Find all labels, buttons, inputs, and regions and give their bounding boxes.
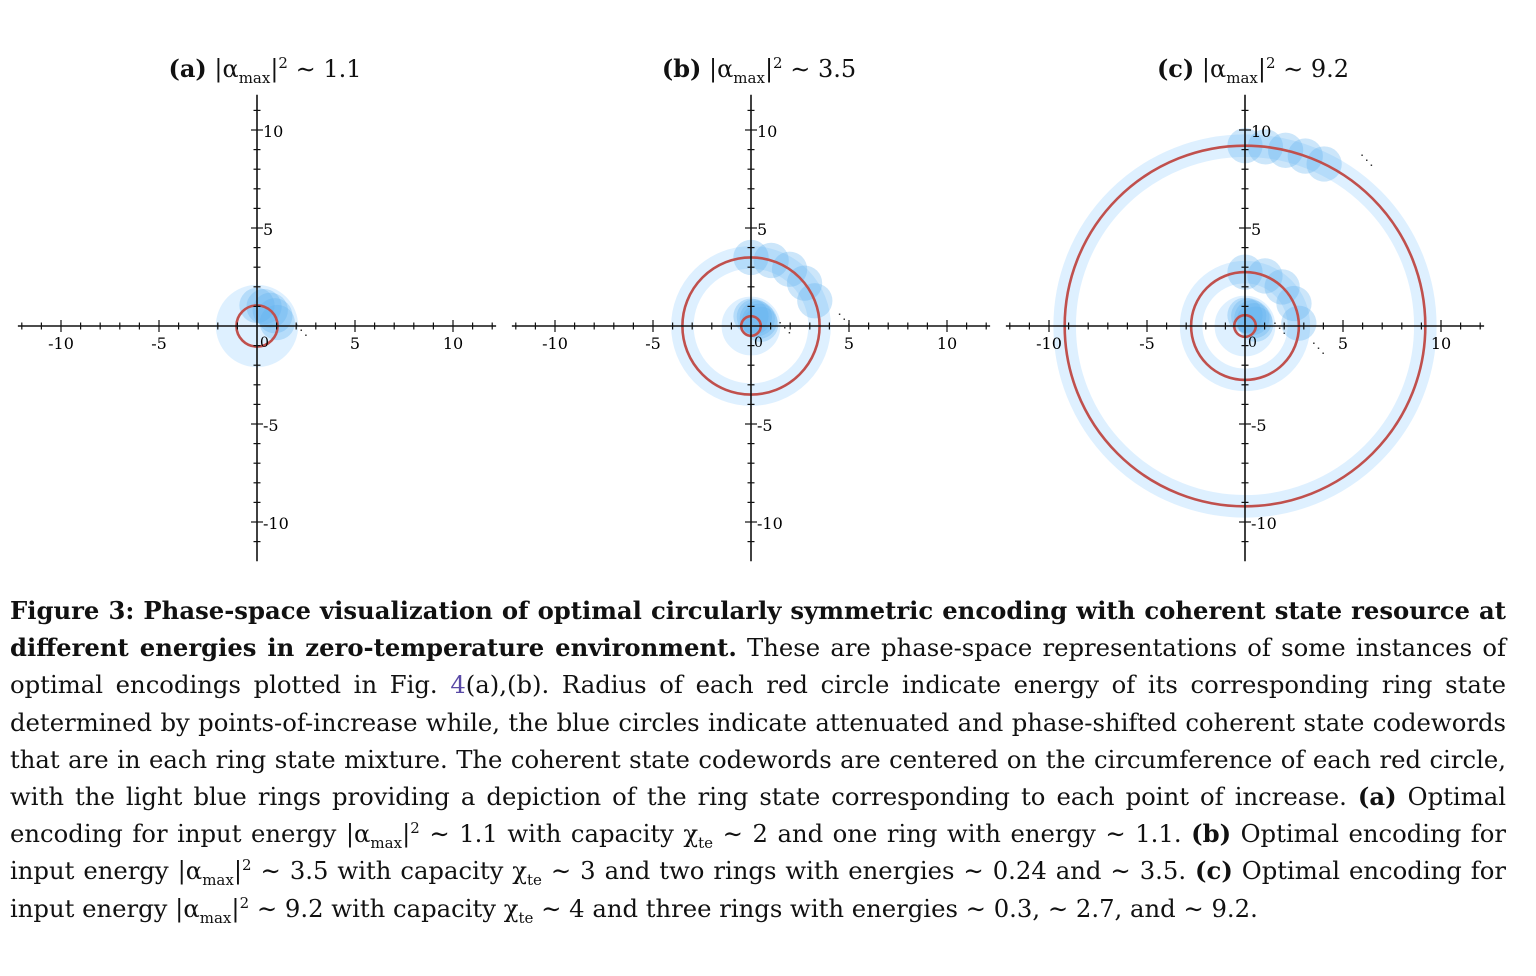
y-tick-label: -5 [757, 416, 773, 435]
origin-label: 0 [260, 335, 269, 351]
title-suffix: | [764, 55, 774, 83]
origin-label: 0 [754, 335, 763, 351]
title-sub: max [238, 68, 271, 87]
caption-sup: 2 [239, 893, 250, 912]
caption-text: | [233, 856, 243, 886]
panel-label: (b) [661, 54, 702, 83]
y-tick-label: 5 [263, 220, 273, 239]
x-tick-label: 5 [844, 334, 854, 353]
x-tick-label: 10 [937, 334, 957, 353]
caption-text: ∼ 3 and two rings with energies ∼ 0.24 a… [541, 856, 1196, 886]
title-value: ∼ 1.1 [287, 55, 362, 83]
title-suffix: | [1257, 55, 1266, 83]
x-tick-label: 5 [350, 334, 360, 353]
y-tick-label: 5 [757, 220, 767, 239]
caption-sub: max [199, 908, 232, 927]
ellipsis-mark: ⋱ [837, 312, 851, 328]
x-tick-label: 5 [1338, 334, 1348, 353]
y-tick-label: -10 [757, 514, 783, 533]
y-tick-label: -10 [1251, 514, 1277, 533]
caption-sub: max [202, 871, 234, 890]
caption-sub: max [370, 834, 403, 853]
title-sup: 2 [1265, 54, 1276, 72]
ellipsis-mark: ⋱ [1311, 340, 1325, 356]
panel-c-title: (c) |αmax|2 ∼ 9.2 [1093, 54, 1413, 87]
caption-text: Optimal encoding for input energy |α [10, 782, 1506, 849]
panel-b-title: (b) |αmax|2 ∼ 3.5 [599, 54, 919, 87]
origin-label: 0 [1248, 335, 1257, 351]
panel-a-title: (a) |αmax|2 ∼ 1.1 [105, 54, 425, 87]
y-tick-label: -10 [263, 514, 289, 533]
caption-text: These are phase-space representations of… [10, 633, 1506, 700]
title-prefix: |α [709, 55, 734, 83]
x-tick-label: -10 [542, 334, 568, 353]
title-sup: 2 [278, 54, 288, 72]
x-tick-label: -5 [1139, 334, 1155, 353]
x-tick-label: -10 [48, 334, 74, 353]
title-value: ∼ 9.2 [1275, 55, 1350, 83]
caption-sup: 2 [242, 856, 252, 875]
x-tick-label: -5 [151, 334, 167, 353]
title-sub: max [733, 68, 765, 87]
y-tick-label: -5 [263, 416, 279, 435]
caption-text: ∼ 4 and three rings with energies ∼ 0.3,… [533, 893, 1258, 923]
caption-sup: 2 [410, 819, 420, 838]
caption-sub: te [527, 871, 542, 890]
x-tick-label: -5 [645, 334, 661, 353]
caption-sub: te [518, 908, 534, 927]
x-tick-label: 10 [1431, 334, 1451, 353]
ellipsis-mark: ⋱ [778, 320, 792, 336]
figure-caption: Figure 3: Phase-space visualization of o… [10, 592, 1506, 927]
figure-reference-link[interactable]: 4 [450, 670, 466, 700]
caption-text: ∼ 2 and one ring with energy ∼ 1.1. [713, 819, 1192, 849]
panel-label: (a) [168, 54, 207, 83]
panel-c-plot: ⋱ ⋱ ⋱ -10 -10 -5 -5 5 5 10 10 0 [1005, 94, 1485, 562]
y-tick-label: 10 [263, 122, 283, 141]
caption-b-label: (b) [1191, 819, 1232, 849]
title-prefix: |α [214, 55, 239, 83]
caption-text: Optimal encoding for input energy |α [10, 856, 1506, 923]
caption-title: Figure 3: Phase-space visualization of o… [10, 596, 1506, 663]
caption-text: | [231, 893, 240, 923]
caption-text: (a),(b). Radius of each red circle indic… [10, 670, 1506, 812]
ellipsis-mark: ⋱ [1273, 320, 1287, 336]
title-value: ∼ 3.5 [782, 55, 857, 83]
y-tick-label: 10 [757, 122, 777, 141]
title-prefix: |α [1201, 55, 1227, 83]
caption-text: Optimal encoding for input energy |α [10, 819, 1507, 886]
panel-label: (c) [1156, 54, 1195, 83]
x-tick-label: 10 [443, 334, 463, 353]
y-tick-label: 10 [1251, 122, 1271, 141]
caption-text: | [402, 819, 411, 849]
caption-sub: te [698, 834, 714, 853]
caption-text: ∼ 1.1 with capacity χ [419, 819, 699, 849]
caption-c-label: (c) [1195, 856, 1233, 886]
y-tick-label: 5 [1251, 220, 1261, 239]
title-sup: 2 [773, 54, 783, 72]
title-sub: max [1226, 68, 1258, 87]
y-tick-label: -5 [1251, 416, 1267, 435]
title-suffix: | [270, 55, 279, 83]
caption-text: ∼ 3.5 with capacity χ [251, 856, 528, 886]
caption-text: ∼ 9.2 with capacity χ [249, 893, 519, 923]
caption-a-label: (a) [1357, 782, 1397, 812]
ellipsis-mark: ⋱ [1360, 153, 1374, 169]
panel-b-plot: ⋱ ⋱ -10 -10 -5 -5 5 5 10 10 0 [511, 94, 991, 562]
x-tick-label: -10 [1036, 334, 1062, 353]
